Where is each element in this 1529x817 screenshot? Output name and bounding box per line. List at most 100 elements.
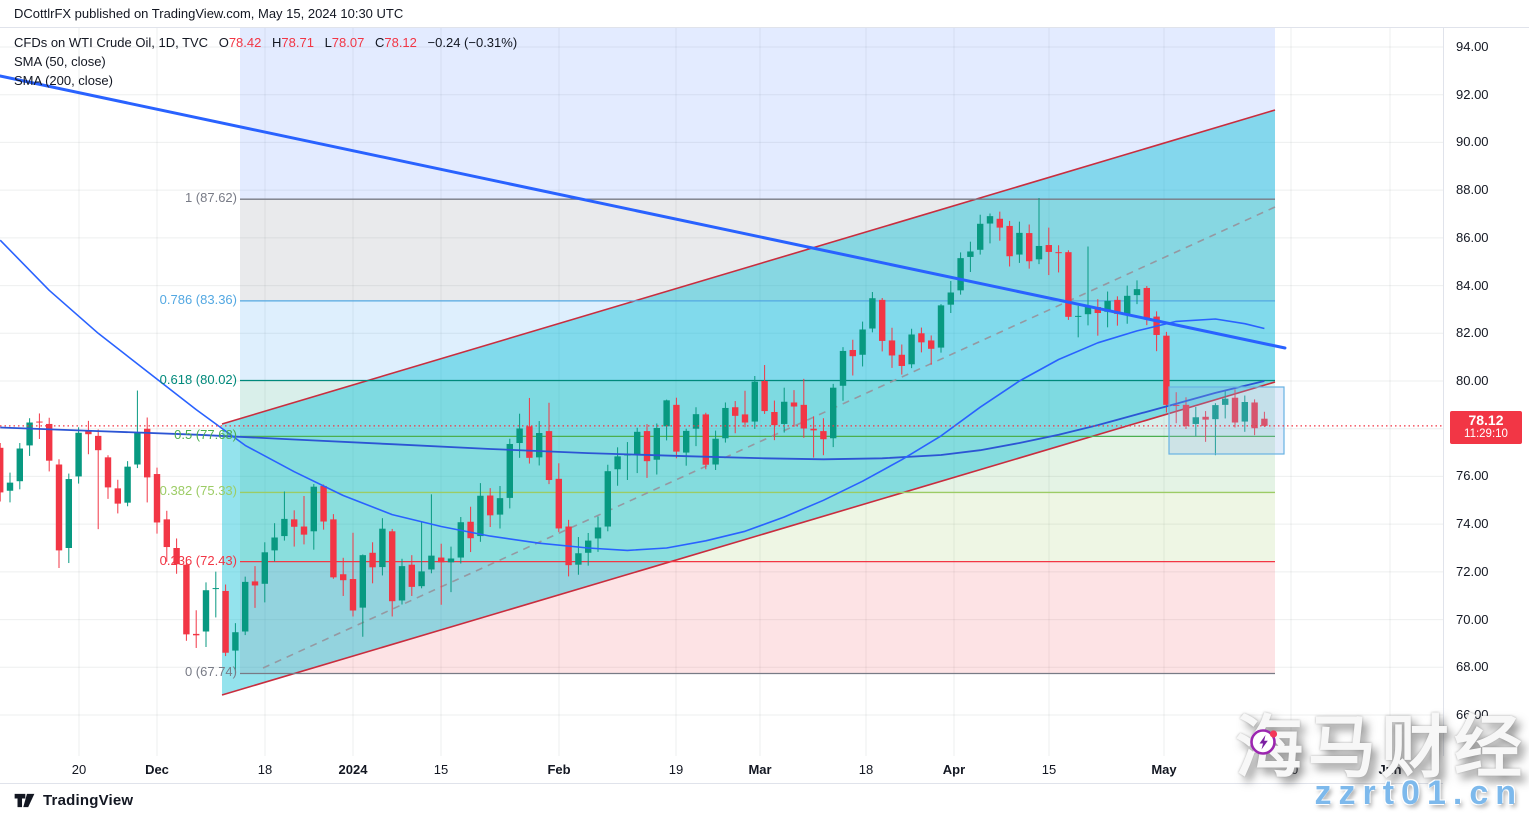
- indicator-row-sma50[interactable]: SMA (50, close): [14, 54, 106, 69]
- candle-body: [947, 292, 954, 305]
- time-axis[interactable]: 20 Dec 18 2024 15 Feb 19 Mar 18 Apr 15 May 20 Jun: [0, 756, 1443, 784]
- candle-body: [781, 401, 788, 424]
- candle-body: [36, 421, 43, 423]
- candle-body: [0, 447, 4, 493]
- candle-body: [300, 526, 308, 535]
- time-axis-label: Feb: [547, 762, 571, 777]
- channel-lower-line: [221, 381, 1276, 696]
- candle-body: [163, 519, 170, 548]
- candle-body: [398, 566, 406, 601]
- candle-body: [506, 443, 513, 498]
- footer-bar: TradingView: [0, 784, 1529, 817]
- watermark-title: 海马财经: [1234, 709, 1527, 788]
- low-label: L: [324, 35, 332, 50]
- candle-body: [810, 428, 817, 431]
- candle-body: [849, 349, 856, 357]
- time-axis-label: 20: [1283, 762, 1299, 777]
- candle-body: [202, 590, 210, 632]
- candle-body: [477, 495, 484, 537]
- candle-body: [820, 431, 827, 440]
- time-axis-label: 18: [257, 762, 273, 777]
- sma50-line: [0, 239, 1265, 552]
- candle-body: [526, 426, 533, 458]
- chart-legend[interactable]: CFDs on WTI Crude Oil, 1D, TVC O78.42 H7…: [14, 34, 517, 91]
- candle-body: [673, 404, 680, 452]
- candle-body: [310, 486, 317, 532]
- candle-body: [193, 633, 200, 636]
- candle-body: [614, 456, 621, 470]
- time-axis-label: 15: [1041, 762, 1057, 777]
- tradingview-brand-text[interactable]: TradingView: [43, 792, 134, 809]
- downtrend-line: [0, 74, 1287, 350]
- candle-body: [85, 431, 92, 435]
- candle-body: [212, 588, 219, 590]
- candle-body: [173, 548, 180, 565]
- candle-body: [496, 498, 504, 515]
- candle-body: [1231, 397, 1239, 423]
- candle-body: [55, 464, 63, 551]
- candle-body: [1143, 287, 1150, 319]
- channel-upper-line: [221, 109, 1276, 425]
- candle-body: [408, 564, 415, 587]
- candle-body: [16, 448, 23, 482]
- low-value: 78.07: [331, 35, 365, 50]
- time-axis-label: Mar: [748, 762, 772, 777]
- candle-body: [320, 485, 327, 522]
- candle-body: [967, 251, 974, 257]
- sma200-line: [0, 380, 1265, 461]
- candle-body: [281, 518, 288, 537]
- candle-body: [1035, 245, 1043, 260]
- candle-body: [937, 305, 945, 348]
- channel-fill: [222, 110, 1275, 695]
- last-price-value: 78.12: [1468, 411, 1504, 428]
- candle-body: [1133, 289, 1141, 296]
- candle-body: [869, 298, 876, 329]
- price-axis-label: 90.00: [1456, 134, 1489, 150]
- dashed-trendline: [262, 206, 1276, 669]
- candle-body: [898, 354, 905, 366]
- candle-body: [986, 216, 994, 224]
- candle-body: [340, 574, 347, 581]
- candle-body: [46, 423, 53, 461]
- candle-body: [359, 555, 366, 608]
- price-axis[interactable]: 94.00 92.00 90.00 88.00 86.00 84.00 82.00 80.00…: [1443, 28, 1529, 756]
- tradingview-logo-icon[interactable]: [13, 789, 36, 812]
- candle-body: [751, 381, 758, 422]
- price-axis-label: 76.00: [1456, 468, 1489, 484]
- candle-body: [761, 381, 768, 412]
- candle-body: [732, 407, 739, 416]
- indicator-row-sma200[interactable]: SMA (200, close): [14, 73, 113, 88]
- candle-body: [1026, 233, 1033, 262]
- candle-body: [830, 387, 837, 439]
- price-axis-label: 84.00: [1456, 277, 1489, 293]
- candle-body: [418, 571, 425, 587]
- symbol-legend-row[interactable]: CFDs on WTI Crude Oil, 1D, TVC O78.42 H7…: [14, 34, 517, 51]
- candle-body: [1163, 335, 1170, 405]
- candle-body: [487, 495, 494, 516]
- candle-body: [1104, 300, 1111, 312]
- price-axis-label: 74.00: [1456, 516, 1489, 532]
- candle-body: [918, 333, 925, 343]
- candle-body: [555, 478, 562, 529]
- selection-box[interactable]: [1168, 386, 1285, 455]
- candle-body: [389, 531, 396, 602]
- candle-body: [242, 581, 249, 632]
- candle-body: [1192, 417, 1199, 424]
- candle-body: [702, 414, 709, 465]
- price-chart[interactable]: [0, 0, 1443, 784]
- symbol-title[interactable]: CFDs on WTI Crude Oil, 1D, TVC: [14, 35, 209, 50]
- candle-body: [1114, 299, 1121, 314]
- candle-body: [134, 432, 141, 465]
- candle-body: [575, 553, 582, 565]
- candle-body: [349, 579, 357, 611]
- candle-body: [1182, 404, 1190, 427]
- candle-body: [26, 422, 33, 446]
- candle-body: [1045, 245, 1052, 252]
- open-value: 78.42: [228, 35, 262, 50]
- candle-body: [144, 428, 151, 478]
- price-axis-label: 70.00: [1456, 611, 1489, 627]
- flash-icon: [1250, 729, 1278, 755]
- close-label: C: [374, 35, 385, 50]
- candle-body: [957, 258, 964, 291]
